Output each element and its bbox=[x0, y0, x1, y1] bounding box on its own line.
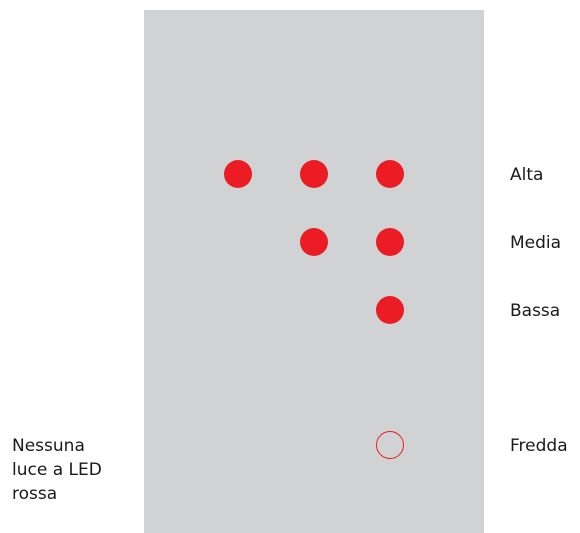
level-label-bassa: Bassa bbox=[510, 301, 561, 321]
led-media-1 bbox=[300, 228, 328, 256]
level-label-fredda: Fredda bbox=[510, 436, 568, 456]
led-fredda-outline bbox=[376, 431, 404, 459]
led-alta-1 bbox=[224, 160, 252, 188]
no-led-note: Nessuna luce a LED rossa bbox=[12, 436, 102, 504]
level-label-media: Media bbox=[510, 233, 562, 253]
led-alta-3 bbox=[376, 160, 404, 188]
led-bassa-1 bbox=[376, 296, 404, 324]
indicator-panel bbox=[144, 10, 484, 533]
led-media-2 bbox=[376, 228, 404, 256]
led-alta-2 bbox=[300, 160, 328, 188]
level-label-alta: Alta bbox=[510, 165, 544, 185]
